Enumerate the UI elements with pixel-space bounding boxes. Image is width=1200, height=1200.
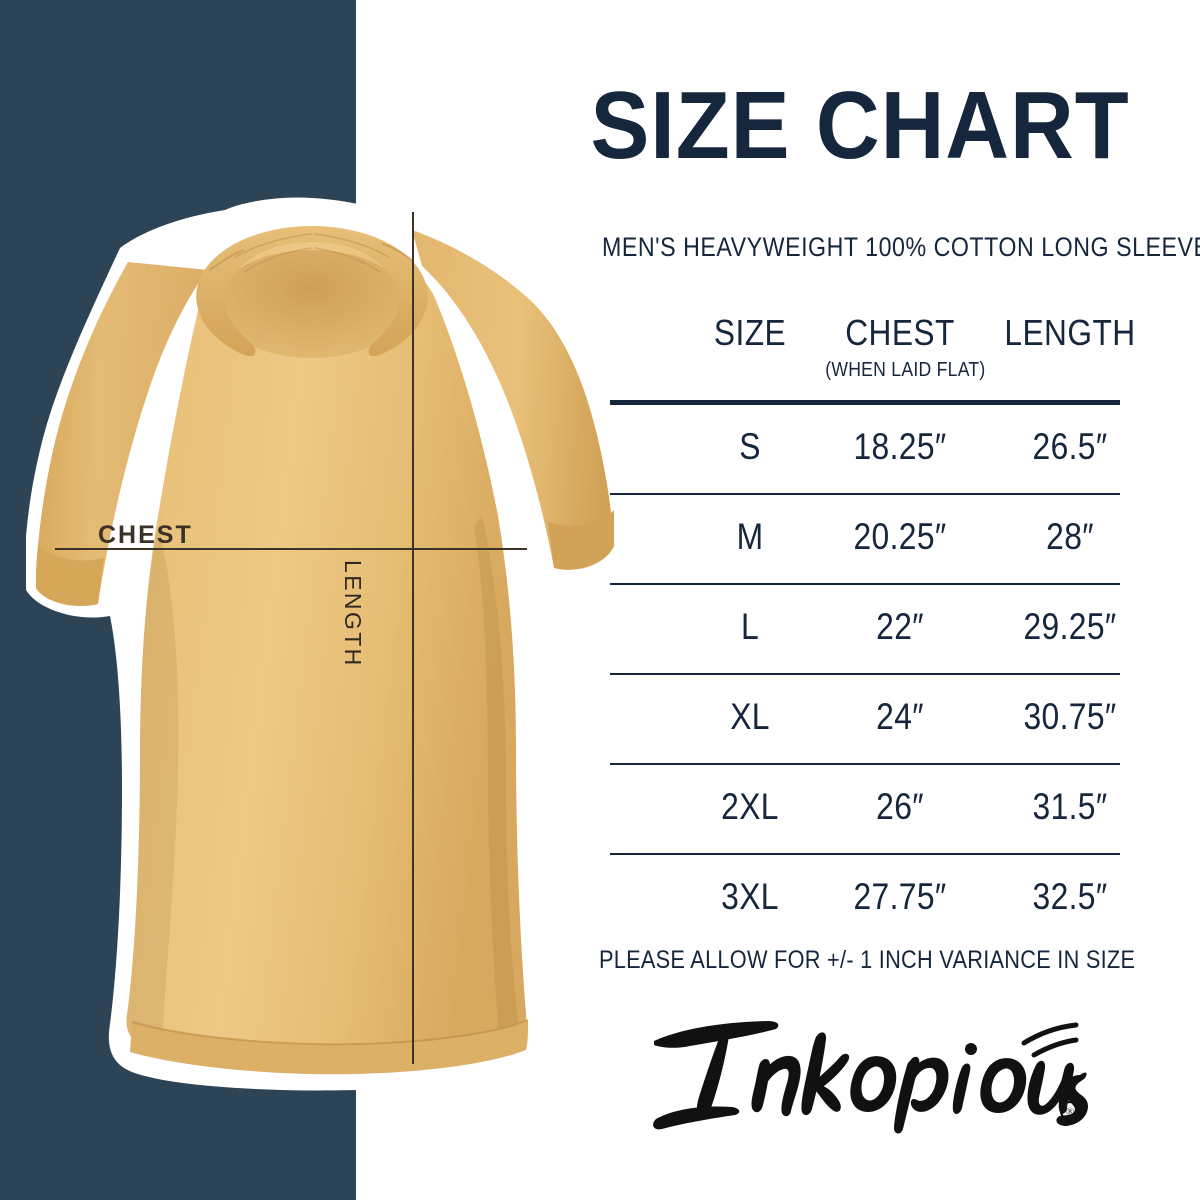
shirt-left-cuff <box>36 546 104 607</box>
cell-size: XL <box>730 696 770 737</box>
variance-note: PLEASE ALLOW FOR +/- 1 INCH VARIANCE IN … <box>599 946 1136 974</box>
column-header-size: SIZE <box>713 312 787 353</box>
registered-trademark-symbol: ® <box>1059 1100 1081 1122</box>
page-title: SIZE CHART <box>590 72 1130 179</box>
table-row: M 20.25″ 28″ <box>610 495 1120 583</box>
cell-chest: 18.25″ <box>853 426 947 467</box>
cell-length: 32.5″ <box>1032 876 1108 917</box>
cell-size: L <box>740 606 760 647</box>
size-table: SIZE CHEST LENGTH (WHEN LAID FLAT) S 18.… <box>610 312 1135 943</box>
brand-logo-inkopious: ® <box>618 1005 1088 1135</box>
collar-rib-texture <box>233 233 391 273</box>
column-header-chest: CHEST <box>845 312 955 353</box>
table-row: 2XL 26″ 31.5″ <box>610 765 1120 853</box>
table-row: XL 24″ 30.75″ <box>610 675 1120 763</box>
cell-chest: 22″ <box>876 606 924 647</box>
row-divider <box>610 853 1120 855</box>
shoulder-seams <box>209 243 415 271</box>
cell-length: 31.5″ <box>1032 786 1108 827</box>
row-divider <box>610 673 1120 675</box>
column-header-length: LENGTH <box>1004 312 1136 353</box>
cell-chest: 26″ <box>876 786 924 827</box>
cell-length: 29.25″ <box>1023 606 1117 647</box>
hem-stitch-line <box>131 1019 529 1046</box>
inkopious-brush-script-logo: ® <box>653 1021 1088 1134</box>
table-header-rule <box>610 400 1120 405</box>
cell-chest: 20.25″ <box>853 516 947 557</box>
row-divider <box>610 763 1120 765</box>
table-row: L 22″ 29.25″ <box>610 585 1120 673</box>
cell-size: 3XL <box>721 876 779 917</box>
shirt-bottom-hem <box>130 1020 528 1075</box>
page-subtitle: MEN'S HEAVYWEIGHT 100% COTTON LONG SLEEV… <box>602 232 1200 262</box>
row-divider <box>610 493 1120 495</box>
row-divider <box>610 583 1120 585</box>
shirt-left-sleeve <box>36 262 208 607</box>
cell-length: 26.5″ <box>1032 426 1108 467</box>
cell-size: M <box>736 516 764 557</box>
cell-chest: 27.75″ <box>853 876 947 917</box>
table-row: 3XL 27.75″ 32.5″ <box>610 855 1120 943</box>
logo-flourish <box>1021 1022 1079 1058</box>
cell-length: 30.75″ <box>1023 696 1117 737</box>
cell-chest: 24″ <box>876 696 924 737</box>
registered-mark-glyph: ® <box>1066 1106 1074 1118</box>
shirt-right-cuff <box>548 510 614 570</box>
shirt-neck-opening <box>216 250 408 358</box>
shirt-body <box>126 237 527 1063</box>
table-header-row: SIZE CHEST LENGTH (WHEN LAID FLAT) <box>610 312 1135 400</box>
chart-content-column: SIZE CHART MEN'S HEAVYWEIGHT 100% COTTON… <box>560 0 1200 1200</box>
cell-size: S <box>739 426 761 467</box>
shirt-right-sleeve <box>412 230 614 570</box>
table-row: S 18.25″ 26.5″ <box>610 405 1120 493</box>
shirt-illustration <box>26 197 630 1091</box>
column-header-chest-note: (WHEN LAID FLAT) <box>825 359 986 381</box>
logo-strokes <box>653 1021 1088 1134</box>
cell-size: 2XL <box>721 786 779 827</box>
cell-length: 28″ <box>1046 516 1094 557</box>
product-photo-long-sleeve-shirt <box>0 196 630 1096</box>
